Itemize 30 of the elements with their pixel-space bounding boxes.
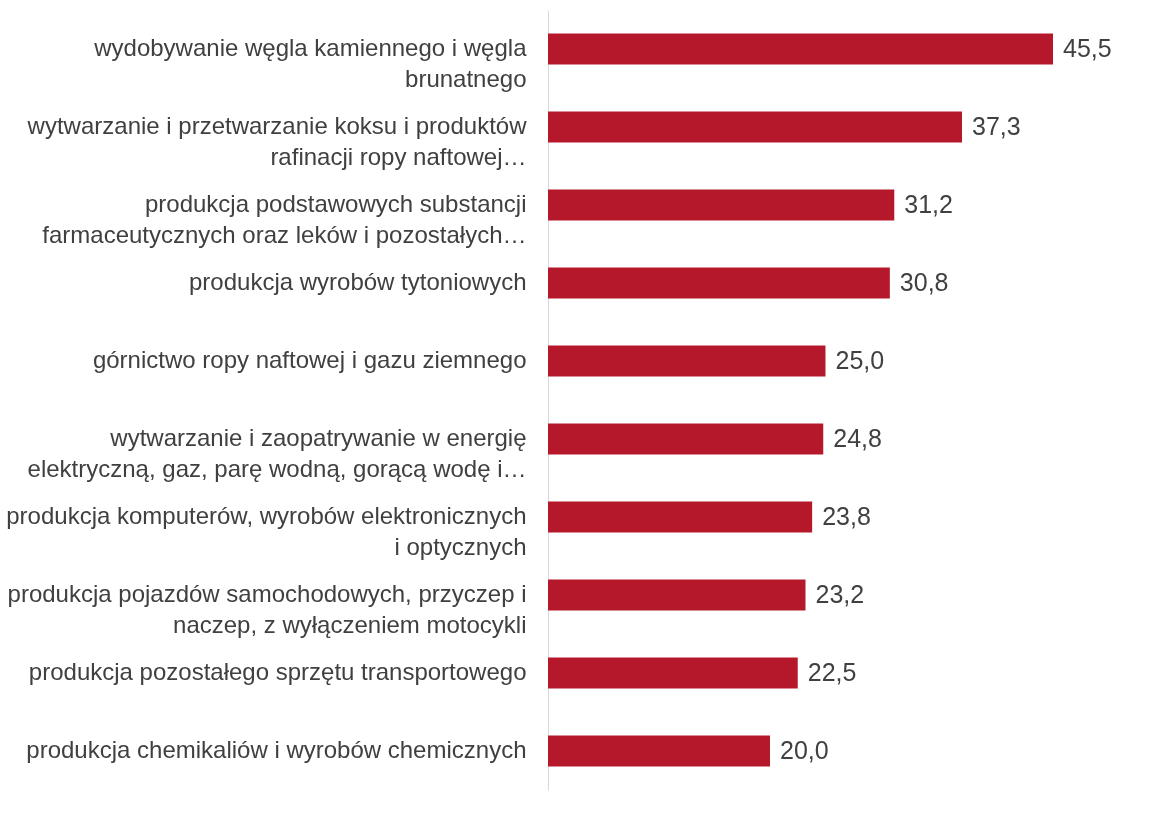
bar: [548, 423, 824, 455]
y-tick-label: wydobywanie węgla kamiennego i węgla brunatnego: [93, 34, 528, 92]
y-tick-label: górnictwo ropy naftowej i gazu ziemnego: [92, 346, 527, 373]
y-tick-label: produkcja wyrobów tytoniowych: [189, 268, 527, 295]
data-label: 24,8: [833, 424, 882, 452]
data-label: 31,2: [904, 190, 953, 218]
y-tick-label: produkcja pojazdów samochodowych, przyczep i naczep, z wyłączeniem motocykli: [7, 580, 527, 638]
data-label: 25,0: [835, 346, 885, 374]
data-label: 45,5: [1063, 34, 1112, 62]
y-tick-label: wytwarzanie i zaopatrywanie w energię elektryczną, gaz, parę wodną, gorącą wodę i…: [27, 424, 527, 482]
data-label: 37,3: [971, 112, 1021, 140]
bar: [548, 111, 962, 143]
bar: [548, 657, 798, 689]
y-tick-label: produkcja komputerów, wyrobów elektronicznych i optycznych: [6, 502, 527, 560]
bar: [548, 189, 895, 221]
bar: [548, 579, 806, 611]
data-label: 23,2: [815, 580, 865, 608]
y-tick-label: produkcja pozostałego sprzętu transportowego: [28, 658, 527, 685]
bar: [548, 267, 890, 299]
bar: [548, 735, 770, 767]
data-label: 30,8: [899, 268, 949, 296]
bar: [548, 501, 813, 533]
bar: [548, 33, 1053, 65]
data-label: 20,0: [779, 736, 829, 764]
y-tick-label: produkcja podstawowych substancji farmaceutycznych oraz leków i pozostałych…: [42, 190, 527, 248]
bar: [548, 345, 826, 377]
data-label: 22,5: [807, 658, 857, 686]
y-tick-label: produkcja chemikaliów i wyrobów chemicznych: [26, 736, 527, 763]
data-label: 23,8: [822, 502, 871, 530]
y-tick-label: wytwarzanie i przetwarzanie koksu i produktów rafinacji ropy naftowej…: [26, 112, 528, 170]
